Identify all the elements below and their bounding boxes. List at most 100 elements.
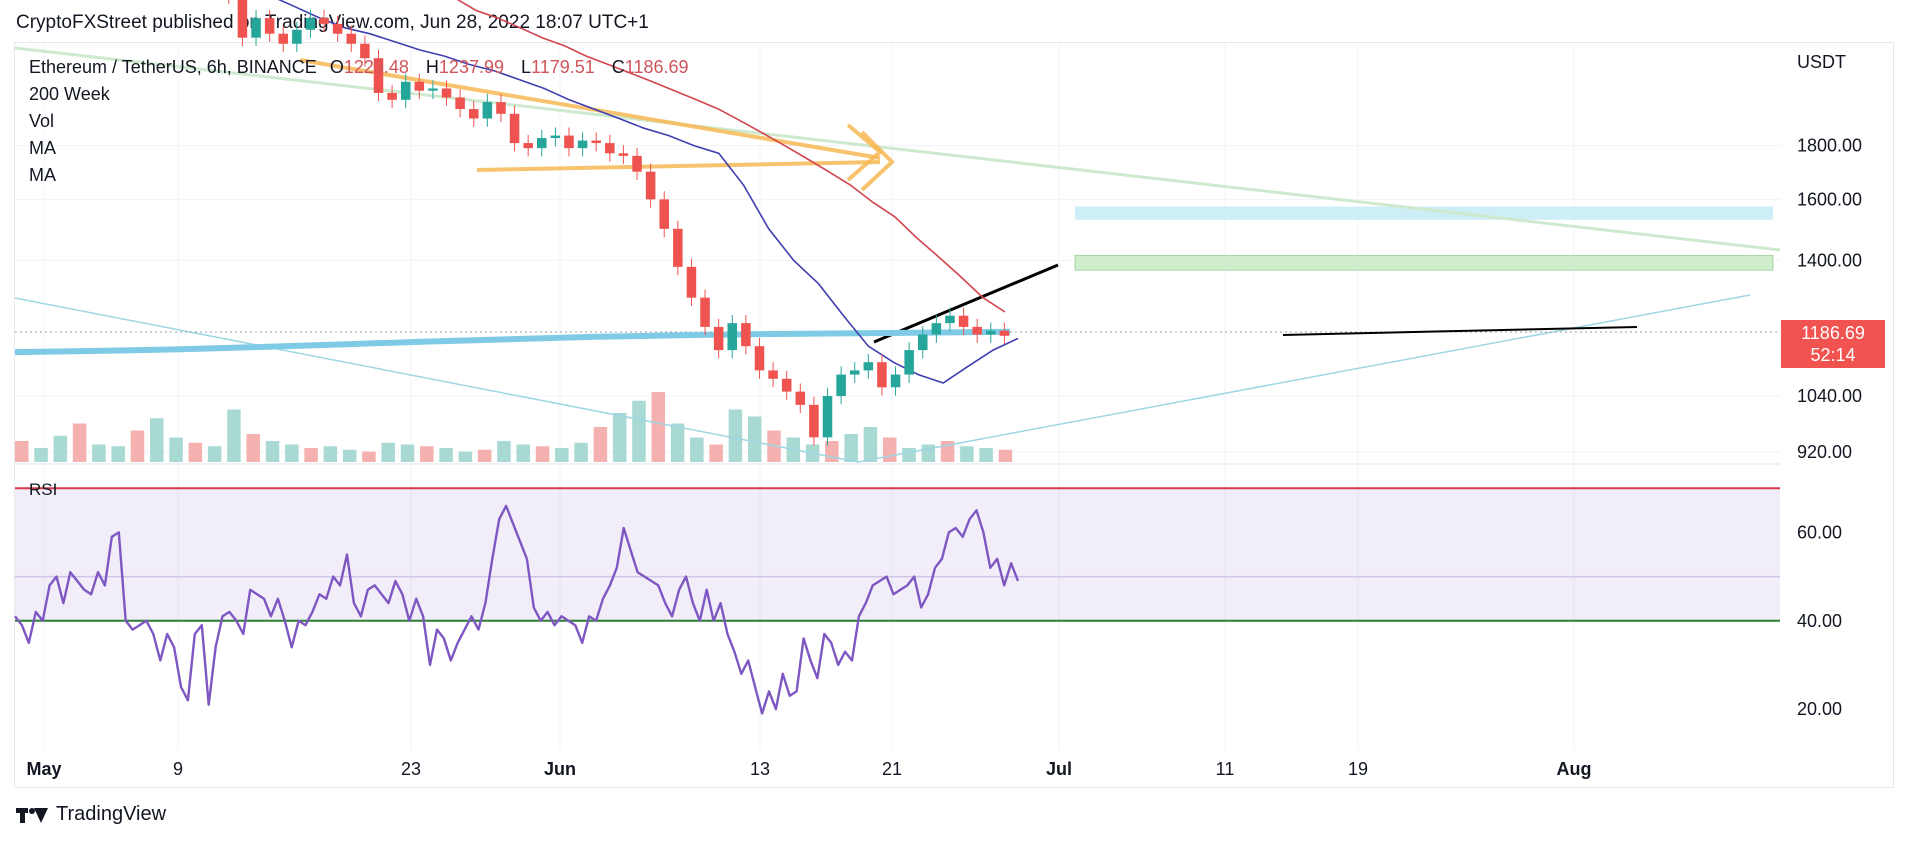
candle-body-20 [455,97,465,110]
candle-body-53 [904,350,914,375]
volume-bar-0 [15,441,29,462]
time-axis-label-0: May [26,759,61,779]
volume-bar-6 [130,430,145,462]
volume-bar-14 [285,444,299,462]
chart-frame[interactable] [14,42,1894,788]
trendlines [14,46,1781,463]
candle-body-42 [754,346,765,371]
legend-indicator-ma-1[interactable]: MA [29,138,56,158]
time-axis-label-9: Aug [1557,759,1592,779]
resistance-zone-green [1074,254,1774,271]
candle-body-40 [727,323,738,351]
legend-c-label: C [611,57,625,77]
legend-o-label: O [329,57,344,77]
candle-body-26 [537,138,547,149]
candle-body-55 [931,323,942,335]
volume-bar-43 [844,434,858,462]
volume-bar-11 [227,409,241,462]
candles [228,0,1010,446]
volume-bar-5 [111,446,125,462]
horizontal-support-line [1282,326,1638,336]
candle-body-41 [741,323,751,347]
volume-bar-22 [439,448,453,462]
candle-body-17 [414,81,425,91]
volume-bar-27 [535,446,550,462]
volume-bar-46 [902,448,916,462]
volume-bar-33 [651,392,666,462]
legend: Ethereum / TetherUS, 6h, BINANCE O1223.4… [29,54,701,189]
volume-bar-30 [593,427,608,462]
price-axis-label-1: 1600.00 [1797,189,1862,209]
candle-body-50 [863,362,874,371]
candle-body-4 [237,0,248,38]
last-price-badge: 1186.69 52:14 [1781,320,1885,368]
candle-body-31 [605,143,615,154]
volume-bar-8 [169,437,183,462]
rsi-axis-label-0: 60.00 [1797,522,1842,542]
legend-h-value: 1237.99 [438,57,504,77]
legend-indicator-vol[interactable]: Vol [29,111,55,131]
candle-body-60 [999,330,1010,336]
footer-brand: TradingView [56,803,167,825]
rsi-axis-label-1: 40.00 [1797,611,1842,631]
candle-body-52 [890,374,901,388]
candle-body-51 [877,362,887,388]
volume-bar-9 [188,442,203,462]
bar-countdown: 52:14 [1810,345,1856,365]
candle-body-57 [958,315,969,327]
legend-c-value: 1186.69 [624,57,689,77]
rsi-axis-label-2: 20.00 [1797,699,1842,719]
candle-body-18 [428,88,438,91]
candle-body-49 [849,370,860,375]
volume-bar-15 [304,448,318,462]
volume-bar-51 [998,449,1013,462]
time-axis-label-1: 9 [173,759,183,779]
tradingview-logo-icon [16,806,50,824]
legend-symbol[interactable]: Ethereum / TetherUS, 6h, BINANCE [29,57,317,77]
candle-body-29 [577,140,588,149]
volume-bar-21 [420,446,434,462]
week200-ma-path [14,328,1011,356]
rsi-band-fill [15,488,1780,621]
last-price-value: 1186.69 [1801,323,1865,343]
volume-bar-16 [323,446,338,462]
candle-body-10 [319,18,329,24]
volume-bar-36 [709,444,723,462]
rsi-label[interactable]: RSI [29,480,58,499]
resistance-zone-blue [1075,206,1773,220]
candle-body-24 [509,113,520,144]
candle-body-8 [292,29,302,44]
legend-indicator-ma-2[interactable]: MA [29,165,56,185]
volume-bar-29 [574,442,588,462]
volume-bar-50 [979,448,993,462]
ma-slow-path [456,0,1006,313]
zones [1074,206,1774,271]
candle-body-37 [686,266,697,298]
time-axis-label-4: 13 [750,759,770,779]
wedge-upper-line [299,58,881,160]
legend-o-value: 1223.48 [343,57,409,77]
volume-bar-49 [960,446,974,462]
legend-indicator-200week[interactable]: 200 Week [29,84,110,104]
volume-bar-26 [516,444,531,462]
volume-bar-35 [690,437,704,462]
lower-trendline-blue [14,297,859,463]
candle-body-15 [387,92,397,100]
candle-body-33 [632,155,642,172]
volume-bar-37 [728,409,743,462]
wedge-arrow-head-2 [860,130,895,192]
candle-body-59 [986,330,996,335]
candle-body-35 [659,199,669,229]
rsi-pane [14,487,1780,715]
candle-body-21 [468,109,479,119]
volume-bar-47 [921,444,936,462]
candle-body-30 [591,140,601,144]
time-axis-label-3: Jun [544,759,576,779]
volume-bar-18 [362,451,376,462]
grid [15,44,1780,750]
candle-body-34 [645,171,656,200]
moving-averages [277,0,1019,384]
candle-body-13 [360,43,370,59]
volume-bar-45 [882,437,897,462]
